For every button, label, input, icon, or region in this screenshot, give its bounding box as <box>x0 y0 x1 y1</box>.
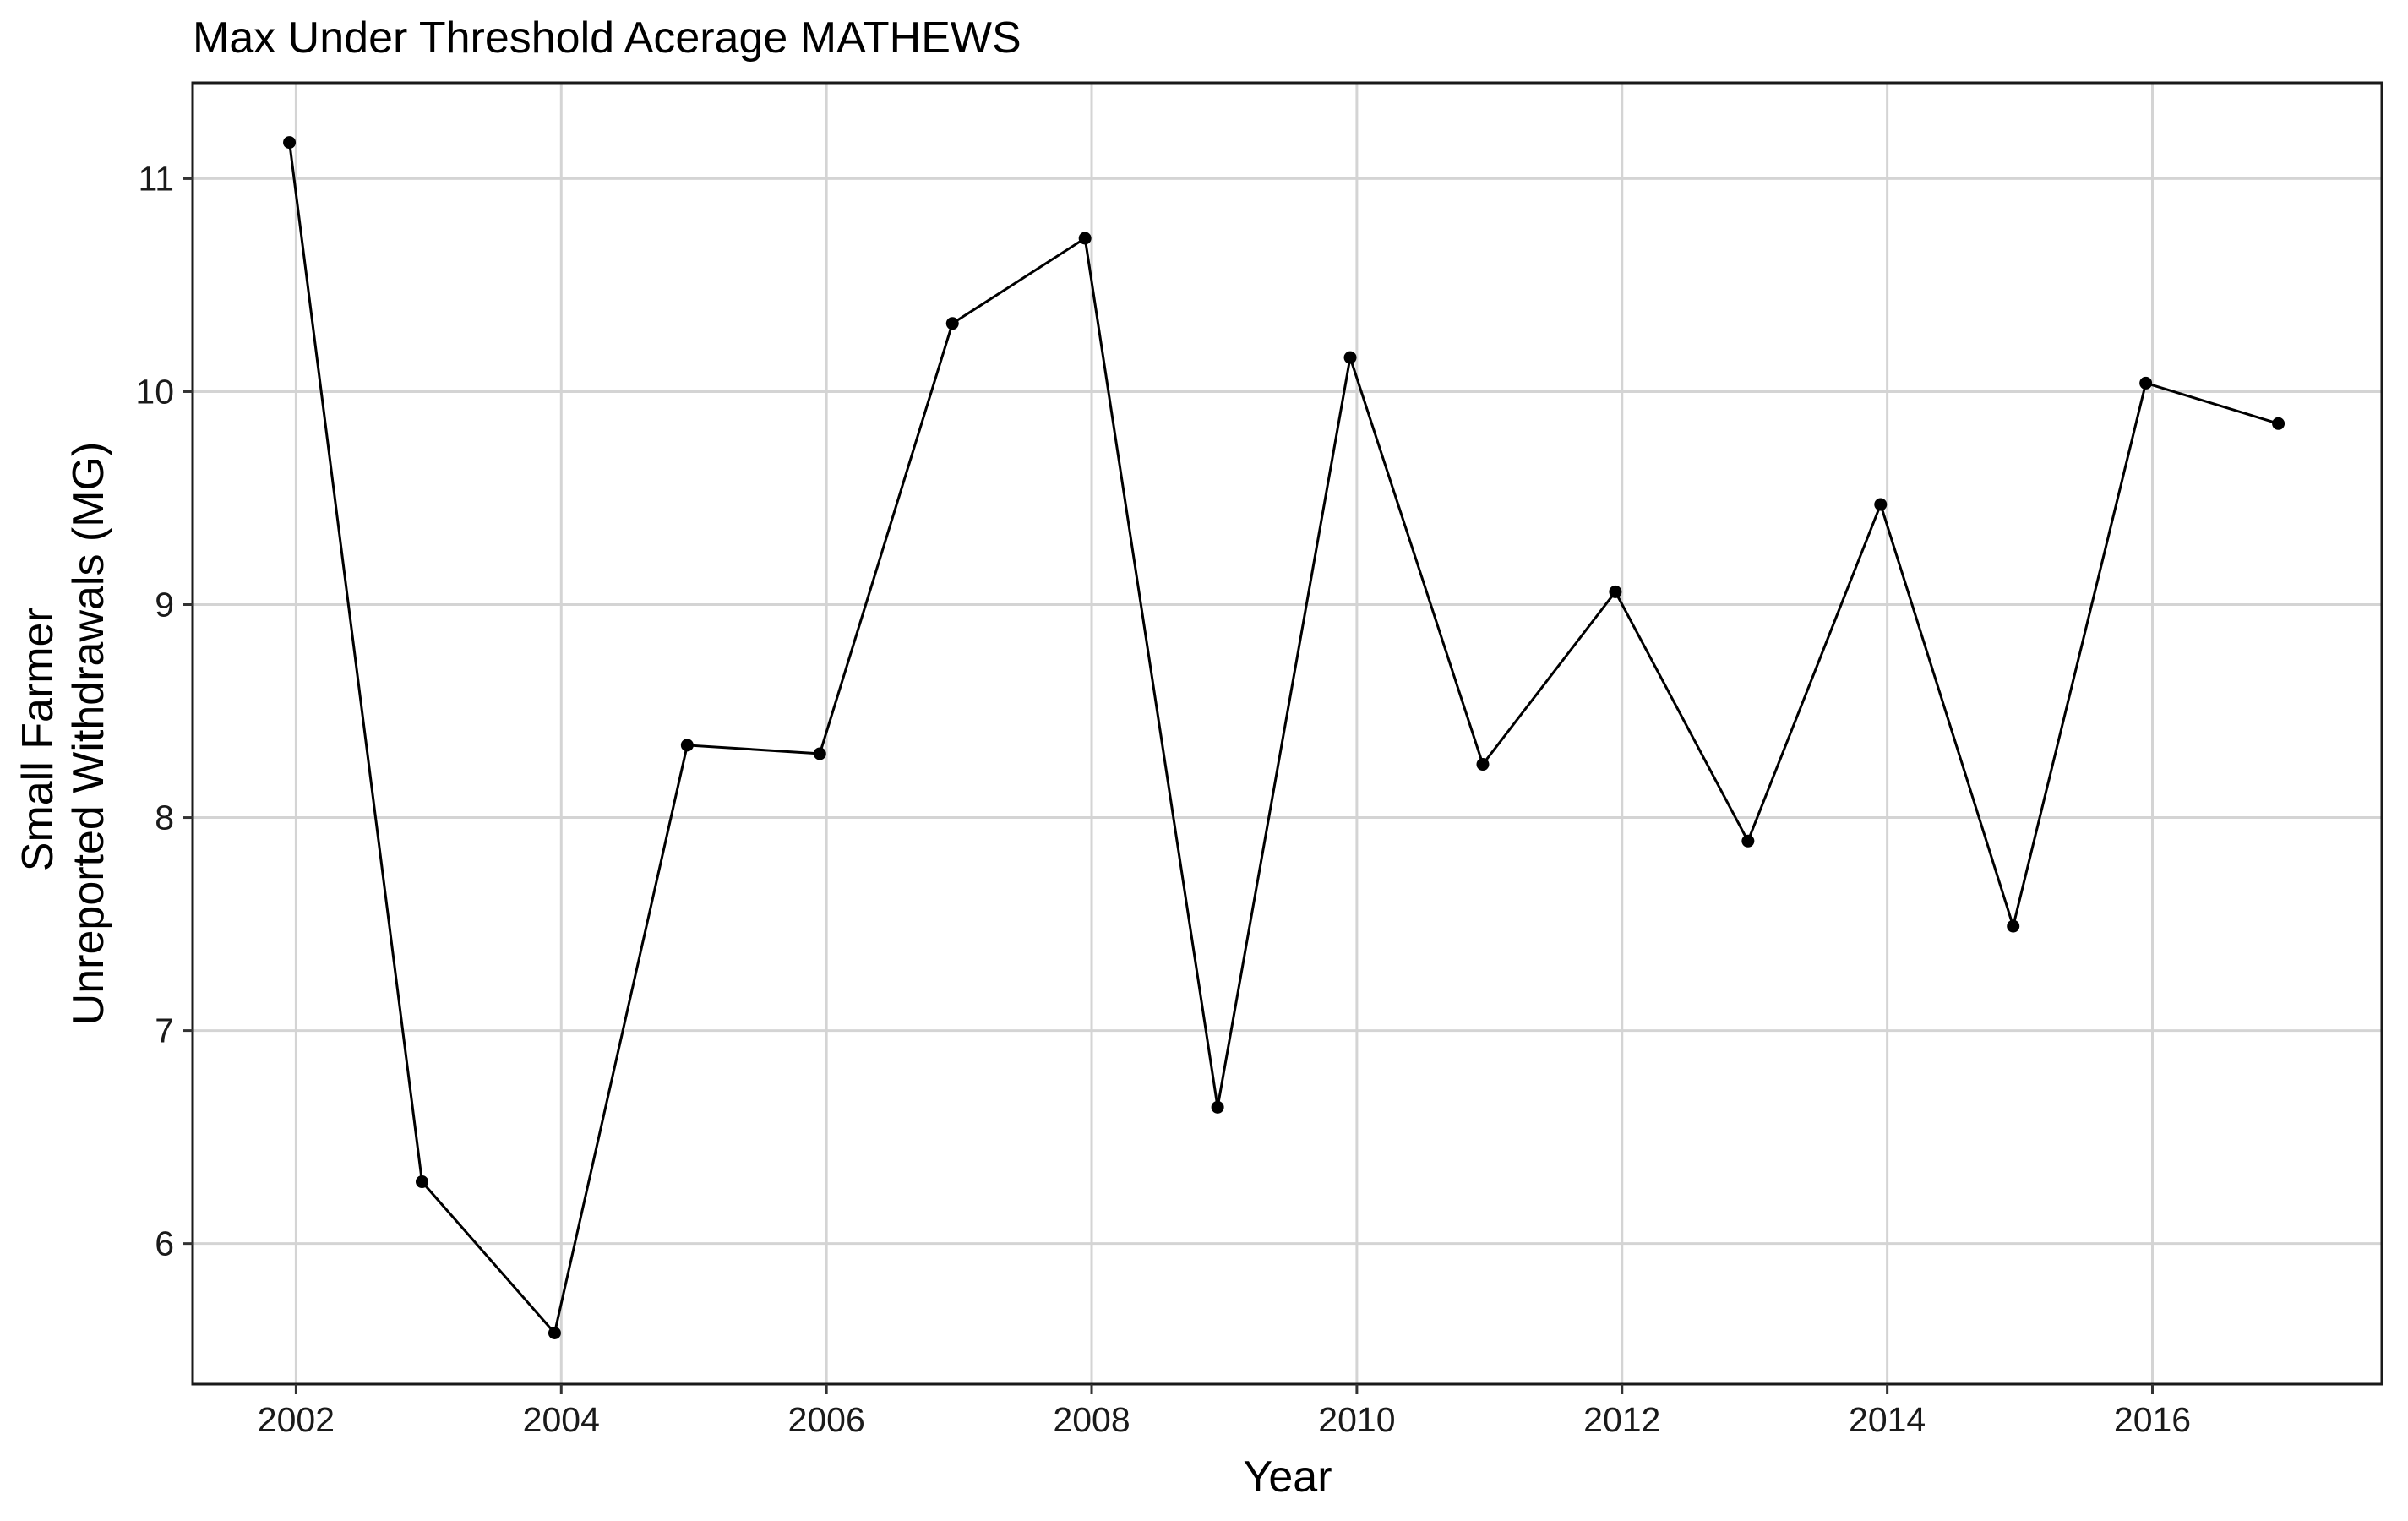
chart-title: Max Under Threshold Acerage MATHEWS <box>193 14 1021 63</box>
data-point <box>2139 376 2153 390</box>
data-point <box>2272 417 2285 430</box>
x-axis-tick-labels: 2002 2004 2006 2008 2010 2012 2014 2016 <box>258 1400 2191 1439</box>
x-tick-label: 2002 <box>258 1400 335 1439</box>
y-tick-label: 11 <box>138 159 174 198</box>
y-tick-label: 9 <box>155 586 174 624</box>
data-point <box>1874 498 1888 511</box>
x-axis-title: Year <box>1243 1453 1332 1502</box>
data-point <box>1343 351 1357 364</box>
series-line <box>288 142 2280 1336</box>
data-point <box>1211 1100 1224 1114</box>
data-points <box>283 136 2285 1340</box>
data-point <box>1078 232 1092 245</box>
y-tick-label: 7 <box>155 1011 174 1050</box>
x-tick-label: 2008 <box>1053 1400 1130 1439</box>
data-point <box>2007 919 2020 933</box>
x-tick-label: 2006 <box>788 1400 865 1439</box>
data-point <box>945 317 959 330</box>
y-tick-label: 8 <box>155 799 174 837</box>
x-tick-label: 2010 <box>1318 1400 1395 1439</box>
x-tick-label: 2012 <box>1583 1400 1660 1439</box>
x-tick-label: 2004 <box>523 1400 600 1439</box>
data-point <box>813 747 826 760</box>
x-tick-label: 2016 <box>2114 1400 2191 1439</box>
gridlines <box>193 83 2382 1384</box>
data-point <box>283 136 297 150</box>
data-point <box>415 1175 428 1189</box>
axis-ticks <box>183 177 2155 1394</box>
y-axis-title: Small Farmer Unreported Withdrawals (MG) <box>14 442 113 1026</box>
y-axis-tick-labels: 6 7 8 9 10 11 <box>135 159 174 1262</box>
data-point <box>1609 585 1622 598</box>
y-axis-title-line-1: Small Farmer <box>14 608 63 871</box>
x-tick-label: 2014 <box>1849 1400 1926 1439</box>
data-point <box>680 739 694 752</box>
plot-panel-border <box>191 81 2383 1386</box>
data-point <box>548 1327 561 1340</box>
data-point <box>1741 834 1755 848</box>
data-point <box>1476 758 1490 771</box>
y-tick-label: 10 <box>135 372 174 411</box>
y-axis-title-line-2: Unreported Withdrawals (MG) <box>64 442 113 1026</box>
y-tick-label: 6 <box>155 1224 174 1263</box>
